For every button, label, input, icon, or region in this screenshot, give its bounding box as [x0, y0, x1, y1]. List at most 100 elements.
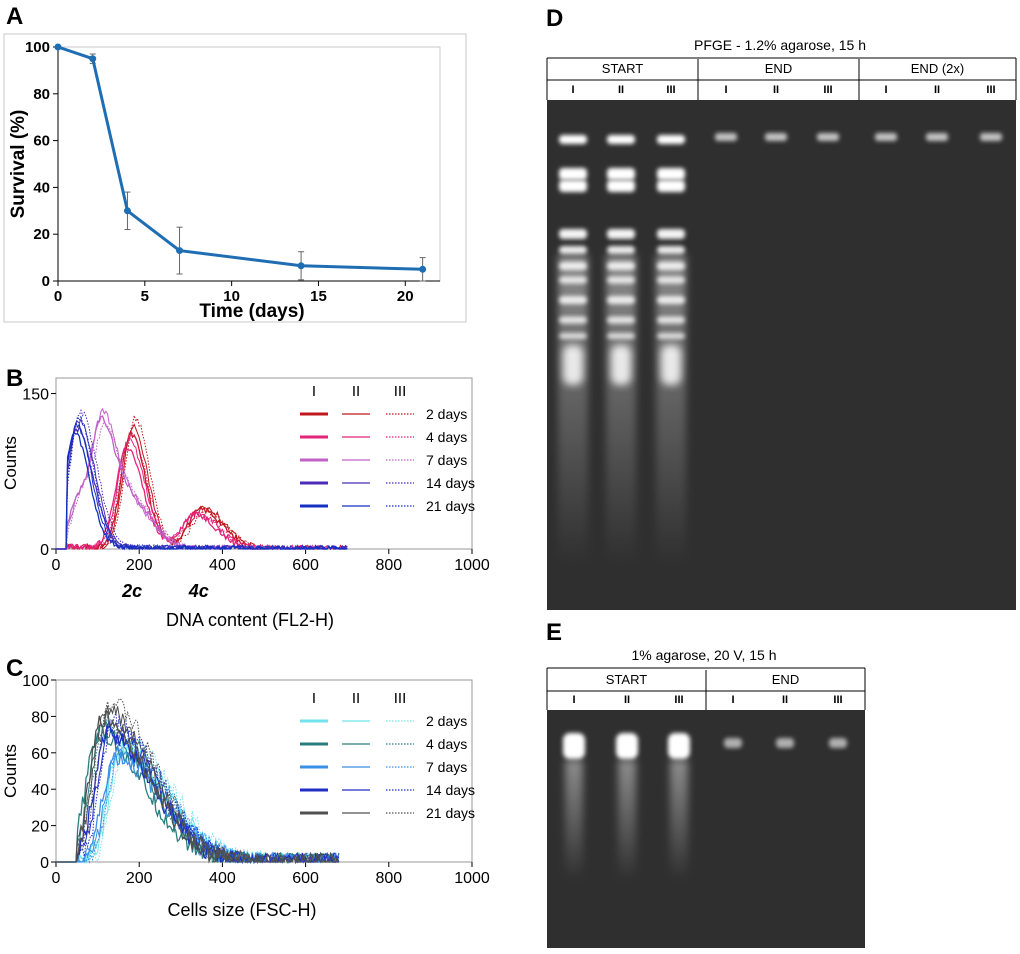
survival-y-tick-label: 40	[33, 179, 50, 196]
gel-d-chromosome-band	[657, 316, 685, 324]
size-legend-column-header: II	[352, 690, 360, 707]
size-plot-area	[55, 679, 473, 863]
gel-lane-label: I	[724, 84, 727, 96]
survival-data-point	[419, 265, 427, 273]
size-x-tick-label: 800	[375, 870, 402, 887]
survival-data-point	[297, 262, 305, 270]
dna-legend-label: 4 days	[426, 429, 467, 445]
gel-e-dna-band	[776, 738, 794, 748]
gel-e-title: 1% agarose, 20 V, 15 h	[631, 647, 776, 663]
dna-y-axis-label: Counts	[1, 436, 20, 490]
survival-x-tick-label: 0	[54, 288, 62, 305]
gel-d-chromosome-band	[559, 296, 587, 304]
gel-d-chromosome-band	[607, 276, 635, 284]
dna-x-tick-label: 200	[126, 557, 153, 574]
dna-x-tick-label: 0	[52, 557, 61, 574]
size-y-tick-label: 40	[31, 782, 49, 799]
gel-d-chromosome-band	[657, 180, 685, 192]
size-legend-label: 7 days	[426, 759, 467, 775]
gel-d-well-band	[817, 133, 839, 141]
dna-series-line	[56, 423, 348, 551]
size-legend-label: 4 days	[426, 736, 467, 752]
gel-e-lane-smear	[670, 760, 688, 880]
survival-x-tick-label: 5	[141, 288, 149, 305]
dna-ploidy-annotation: 2c	[121, 581, 142, 601]
dna-series-line	[56, 419, 348, 550]
survival-y-tick-label: 60	[33, 133, 50, 150]
gel-d-chromosome-band	[657, 276, 685, 284]
size-x-tick-label: 600	[292, 870, 319, 887]
gel-lane-label: II	[618, 84, 624, 96]
gel-e-dna-band	[668, 733, 690, 759]
survival-x-tick-label: 10	[223, 288, 240, 305]
dna-ploidy-annotation: 4c	[188, 581, 209, 601]
survival-y-tick-label: 20	[33, 226, 50, 243]
survival-y-tick-label: 0	[42, 273, 50, 290]
dna-y-tick-label: 150	[22, 387, 49, 404]
dna-series-line	[56, 432, 348, 551]
dna-series-line	[56, 425, 348, 551]
gel-lane-label: III	[674, 694, 683, 706]
gel-group-label: START	[606, 672, 647, 687]
gel-group-label: START	[602, 61, 643, 76]
dna-y-tick-label: 0	[40, 542, 49, 559]
size-y-axis-label: Counts	[1, 744, 20, 798]
size-legend-label: 2 days	[426, 713, 467, 729]
size-y-tick-label: 80	[31, 709, 49, 726]
dna-legend-label: 7 days	[426, 452, 467, 468]
gel-d-chromosome-band	[559, 229, 587, 239]
gel-e-lane-smear	[565, 760, 583, 880]
gel-group-label: END	[765, 61, 792, 76]
gel-lane-label: II	[773, 84, 779, 96]
dna-series-line	[56, 421, 348, 551]
gel-d-well-band	[980, 133, 1002, 141]
survival-y-tick-label: 80	[33, 86, 50, 103]
gel-lane-label: III	[666, 84, 675, 96]
gel-d-chromosome-band	[559, 262, 587, 270]
gel-group-label: END (2x)	[911, 61, 964, 76]
gel-d-chromosome-band	[607, 168, 635, 180]
dna-x-tick-label: 800	[375, 557, 402, 574]
dna-legend-column-header: III	[394, 383, 407, 400]
gel-e-image	[547, 710, 865, 948]
size-legend-column-header: III	[394, 690, 407, 707]
dna-series-line	[56, 431, 348, 551]
panel-label-c: C	[6, 655, 23, 682]
gel-d-well-band	[715, 133, 737, 141]
dna-content-histogram: Counts DNA content (FL2-H) 0 200 400 600 800…	[1, 377, 490, 630]
size-series-line	[56, 705, 339, 864]
size-series-line	[56, 697, 340, 864]
gel-e-dna-band	[829, 738, 847, 748]
gel-d-chromosome-band	[559, 168, 587, 180]
dna-legend-label: 21 days	[426, 498, 475, 514]
size-y-tick-label: 60	[31, 746, 49, 763]
gel-d-chromosome-band	[657, 333, 685, 339]
gel-d-chromosome-band	[559, 180, 587, 192]
dna-legend-column-header: I	[312, 383, 316, 400]
gel-d-chromosome-band	[559, 276, 587, 284]
gel-d-chromosome-band	[607, 180, 635, 192]
survival-data-point	[123, 207, 131, 215]
panel-label-e: E	[546, 619, 562, 646]
survival-x-tick-label: 15	[310, 288, 327, 305]
size-y-tick-label: 100	[22, 673, 49, 690]
gel-lane-label: III	[833, 694, 842, 706]
size-y-tick-label: 20	[31, 819, 49, 836]
gel-d-chromosome-band	[657, 168, 685, 180]
survival-y-axis-label: Survival (%)	[8, 110, 29, 219]
panel-label-b: B	[6, 365, 23, 392]
size-x-tick-label: 400	[209, 870, 236, 887]
gel-d-chromosome-band	[607, 333, 635, 339]
dna-series-line	[56, 408, 348, 550]
size-x-tick-label: 1000	[454, 870, 490, 887]
gel-d-well-band	[657, 135, 685, 144]
dna-x-tick-label: 400	[209, 557, 236, 574]
gel-d-chromosome-band	[661, 345, 681, 385]
gel-d-chromosome-band	[607, 262, 635, 270]
gel-d-well-band	[765, 133, 787, 141]
gel-d-lane-smear	[656, 255, 686, 565]
size-legend-label: 14 days	[426, 782, 475, 798]
survival-x-tick-label: 20	[397, 288, 414, 305]
gel-d-chromosome-band	[563, 345, 583, 385]
